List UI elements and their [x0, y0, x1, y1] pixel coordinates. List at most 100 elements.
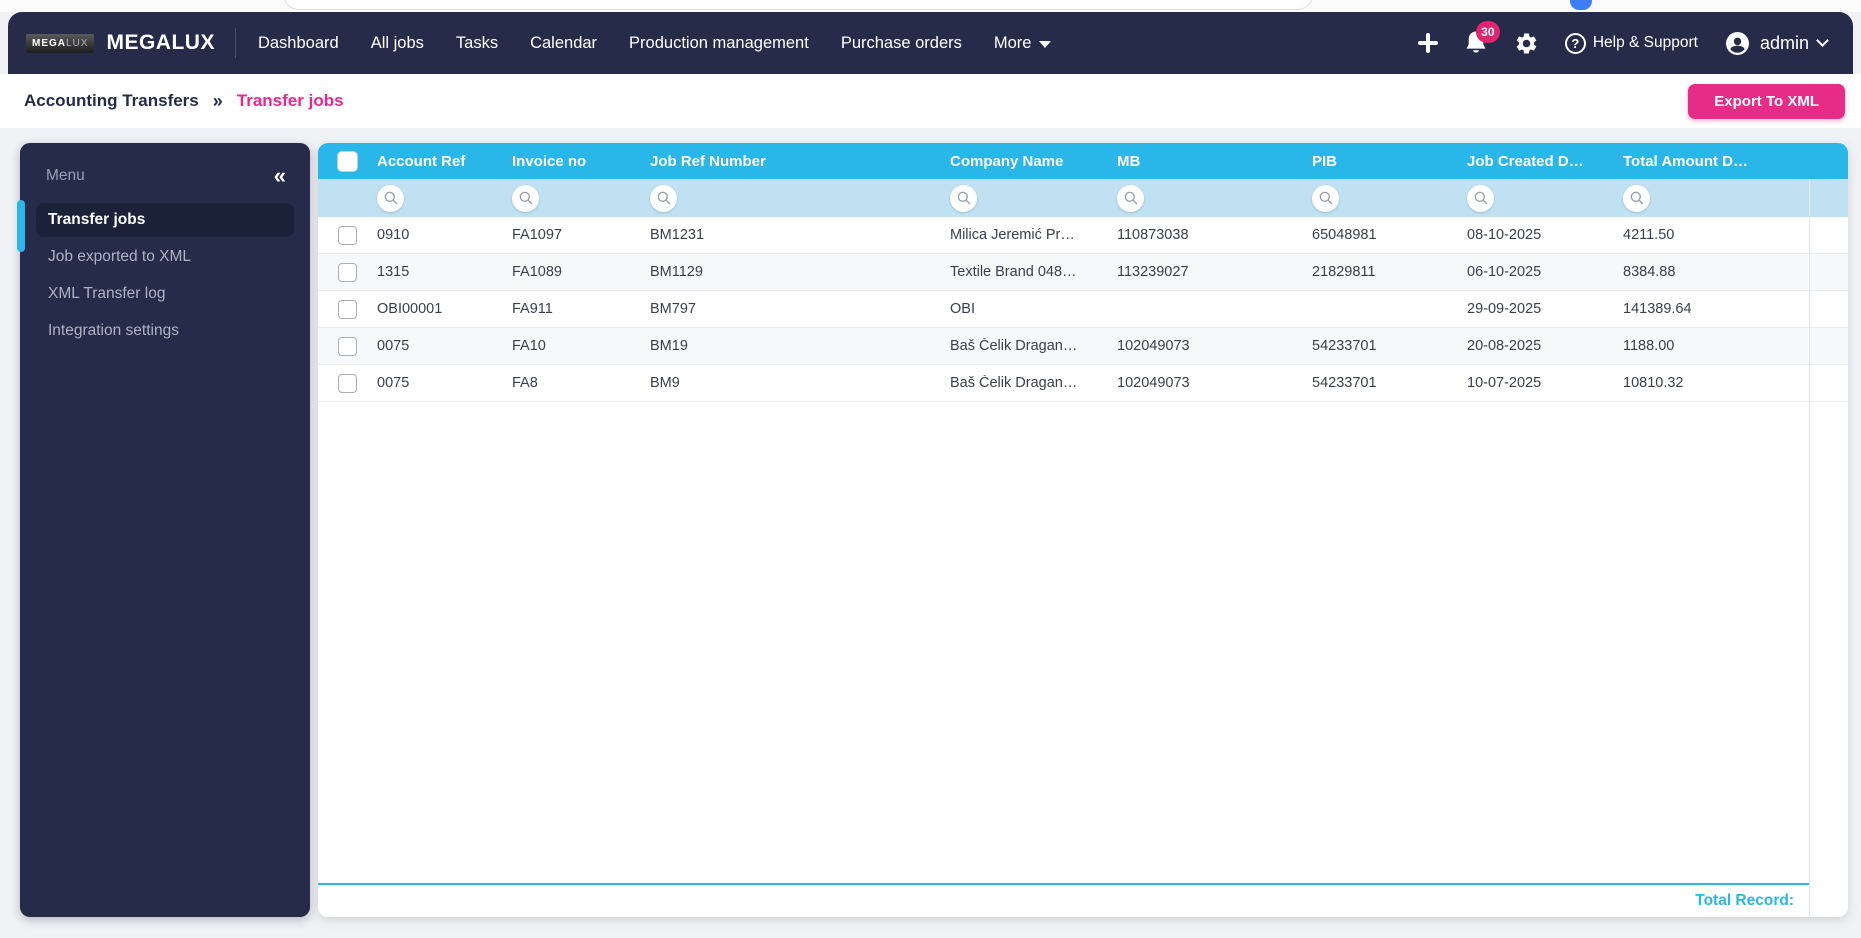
- add-button[interactable]: [1417, 33, 1438, 53]
- cell-account-ref: 0075: [377, 338, 410, 354]
- cell-pib: 21829811: [1312, 264, 1376, 280]
- help-support-label: Help & Support: [1592, 34, 1698, 51]
- filter-cell-total-amount-due: [1623, 184, 1848, 212]
- breadcrumb-separator-icon: »: [212, 90, 223, 111]
- sidebar-active-indicator: [17, 200, 25, 252]
- select-all-cell: [318, 150, 377, 172]
- transfer-jobs-table-panel: Account Ref Invoice no Job Ref Number Compa…: [318, 143, 1848, 917]
- cell-account-ref: OBI00001: [377, 301, 443, 317]
- logo-text-lux: LUX: [66, 37, 89, 49]
- row-checkbox-cell: [318, 336, 377, 356]
- cell-total-amount-due: 1188.00: [1623, 338, 1675, 354]
- column-header-invoice-no[interactable]: Invoice no: [512, 152, 587, 170]
- cell-job-ref-number: BM19: [650, 338, 688, 354]
- sidebar-title: Menu: [46, 167, 85, 184]
- table-filter-row: [318, 179, 1848, 217]
- nav-item-purchase-orders[interactable]: Purchase orders: [840, 33, 962, 52]
- notifications-button[interactable]: 30: [1464, 21, 1500, 56]
- user-menu[interactable]: admin: [1724, 30, 1829, 57]
- sidebar-panel: Menu « Transfer jobs Job exported to XML X…: [17, 143, 310, 917]
- filter-search-button-mb[interactable]: [1117, 184, 1144, 212]
- cell-job-ref-number: BM1129: [650, 264, 703, 280]
- help-support-button[interactable]: ? Help & Support: [1564, 32, 1698, 54]
- filter-search-button-account-ref[interactable]: [377, 184, 404, 212]
- cell-job-ref-number: BM797: [650, 301, 696, 317]
- column-header-job-created-date[interactable]: Job Created D…: [1467, 152, 1584, 170]
- more-label: More: [993, 33, 1032, 52]
- help-icon: ?: [1564, 32, 1586, 54]
- sidebar-item-job-exported-to-xml[interactable]: Job exported to XML: [48, 248, 192, 265]
- filter-cell-account-ref: [377, 184, 512, 212]
- cell-pib: 54233701: [1312, 375, 1377, 391]
- cell-job-created-date: 06-10-2025: [1467, 264, 1542, 280]
- nav-item-all-jobs[interactable]: All jobs: [370, 33, 424, 52]
- cell-mb: 113239027: [1117, 264, 1189, 280]
- nav-item-calendar[interactable]: Calendar: [530, 33, 598, 52]
- browser-chrome-blue-dot: [1570, 0, 1592, 10]
- breadcrumb-parent[interactable]: Accounting Transfers: [24, 91, 199, 110]
- filter-search-button-job-created-date[interactable]: [1467, 184, 1494, 212]
- nav-item-dashboard[interactable]: Dashboard: [257, 33, 339, 52]
- sidebar-item-integration-settings[interactable]: Integration settings: [48, 322, 179, 339]
- export-to-xml-button[interactable]: Export To XML: [1688, 83, 1845, 119]
- notification-badge: 30: [1475, 21, 1500, 43]
- column-header-account-ref[interactable]: Account Ref: [377, 152, 466, 170]
- row-checkbox[interactable]: [338, 299, 357, 319]
- brand-logo-badge: MEGA LUX: [26, 33, 95, 53]
- user-avatar-icon: [1725, 31, 1749, 55]
- search-icon: [657, 191, 670, 205]
- cell-total-amount-due: 141389.64: [1623, 301, 1692, 317]
- nav-item-more[interactable]: More: [994, 34, 1052, 53]
- sidebar-item-transfer-jobs[interactable]: Transfer jobs: [36, 203, 294, 237]
- row-checkbox-cell: [318, 262, 377, 282]
- table-row-2[interactable]: 1315 FA1089 BM1129 Textile Brand 048… 113239…: [318, 254, 1848, 291]
- sidebar-collapse-button[interactable]: «: [273, 163, 286, 188]
- cell-company-name: Textile Brand 048…: [950, 264, 1077, 280]
- nav-item-production-management[interactable]: Production management: [629, 33, 809, 52]
- sidebar-item-xml-transfer-log[interactable]: XML Transfer log: [48, 285, 166, 302]
- breadcrumb-current: Transfer jobs: [236, 91, 344, 110]
- row-checkbox[interactable]: [338, 336, 357, 356]
- cell-invoice-no: FA10: [512, 338, 546, 354]
- filter-search-button-pib[interactable]: [1312, 184, 1339, 212]
- cell-account-ref: 0910: [377, 227, 410, 243]
- row-checkbox[interactable]: [338, 262, 357, 282]
- cell-job-created-date: 10-07-2025: [1467, 375, 1542, 391]
- gear-icon: [1516, 32, 1537, 53]
- filter-cell-pib: [1312, 184, 1467, 212]
- row-checkbox[interactable]: [338, 373, 357, 393]
- table-row-1[interactable]: 0910 FA1097 BM1231 Milica Jeremić Pr… 110873…: [318, 217, 1848, 254]
- row-checkbox[interactable]: [338, 225, 357, 245]
- column-header-company-name[interactable]: Company Name: [950, 152, 1064, 170]
- table-footer: Total Record:: [318, 883, 1848, 917]
- select-all-checkbox[interactable]: [337, 150, 358, 172]
- table-row-3[interactable]: OBI00001 FA911 BM797 OBI 29-09-2025 141389.64: [318, 291, 1848, 328]
- nav-item-tasks[interactable]: Tasks: [455, 33, 499, 52]
- nav-divider: [234, 28, 236, 58]
- chevron-down-icon: [1039, 40, 1052, 48]
- cell-total-amount-due: 8384.88: [1623, 264, 1676, 280]
- table-row-4[interactable]: 0075 FA10 BM19 Baš Čelik Dragan… 102049073 54…: [318, 328, 1848, 365]
- settings-button[interactable]: [1514, 31, 1539, 56]
- cell-invoice-no: FA8: [512, 375, 538, 391]
- filter-cell-job-ref-number: [650, 184, 950, 212]
- filter-search-button-invoice-no[interactable]: [512, 184, 539, 212]
- search-icon: [1319, 191, 1332, 205]
- search-icon: [957, 191, 970, 205]
- top-navbar: MEGA LUX MEGALUX Dashboard All jobs Tasks Ca…: [8, 12, 1853, 74]
- search-icon: [519, 191, 532, 205]
- filter-search-button-total-amount-due[interactable]: [1623, 184, 1650, 212]
- sidebar-header: Menu «: [20, 143, 310, 203]
- column-header-total-amount-due[interactable]: Total Amount D…: [1623, 152, 1748, 170]
- filter-search-button-job-ref-number[interactable]: [650, 184, 677, 212]
- column-header-pib[interactable]: PIB: [1312, 152, 1338, 170]
- cell-total-amount-due: 10810.32: [1623, 375, 1684, 391]
- browser-chrome-remnant: [0, 0, 1861, 12]
- sidebar-menu: Transfer jobs Job exported to XML XML Tran…: [20, 203, 310, 348]
- filter-search-button-company-name[interactable]: [950, 184, 977, 212]
- cell-account-ref: 0075: [377, 375, 410, 391]
- search-icon: [1474, 191, 1487, 205]
- column-header-job-ref-number[interactable]: Job Ref Number: [650, 152, 766, 170]
- table-row-5[interactable]: 0075 FA8 BM9 Baš Čelik Dragan… 102049073 5423…: [318, 365, 1848, 402]
- column-header-mb[interactable]: MB: [1117, 152, 1141, 170]
